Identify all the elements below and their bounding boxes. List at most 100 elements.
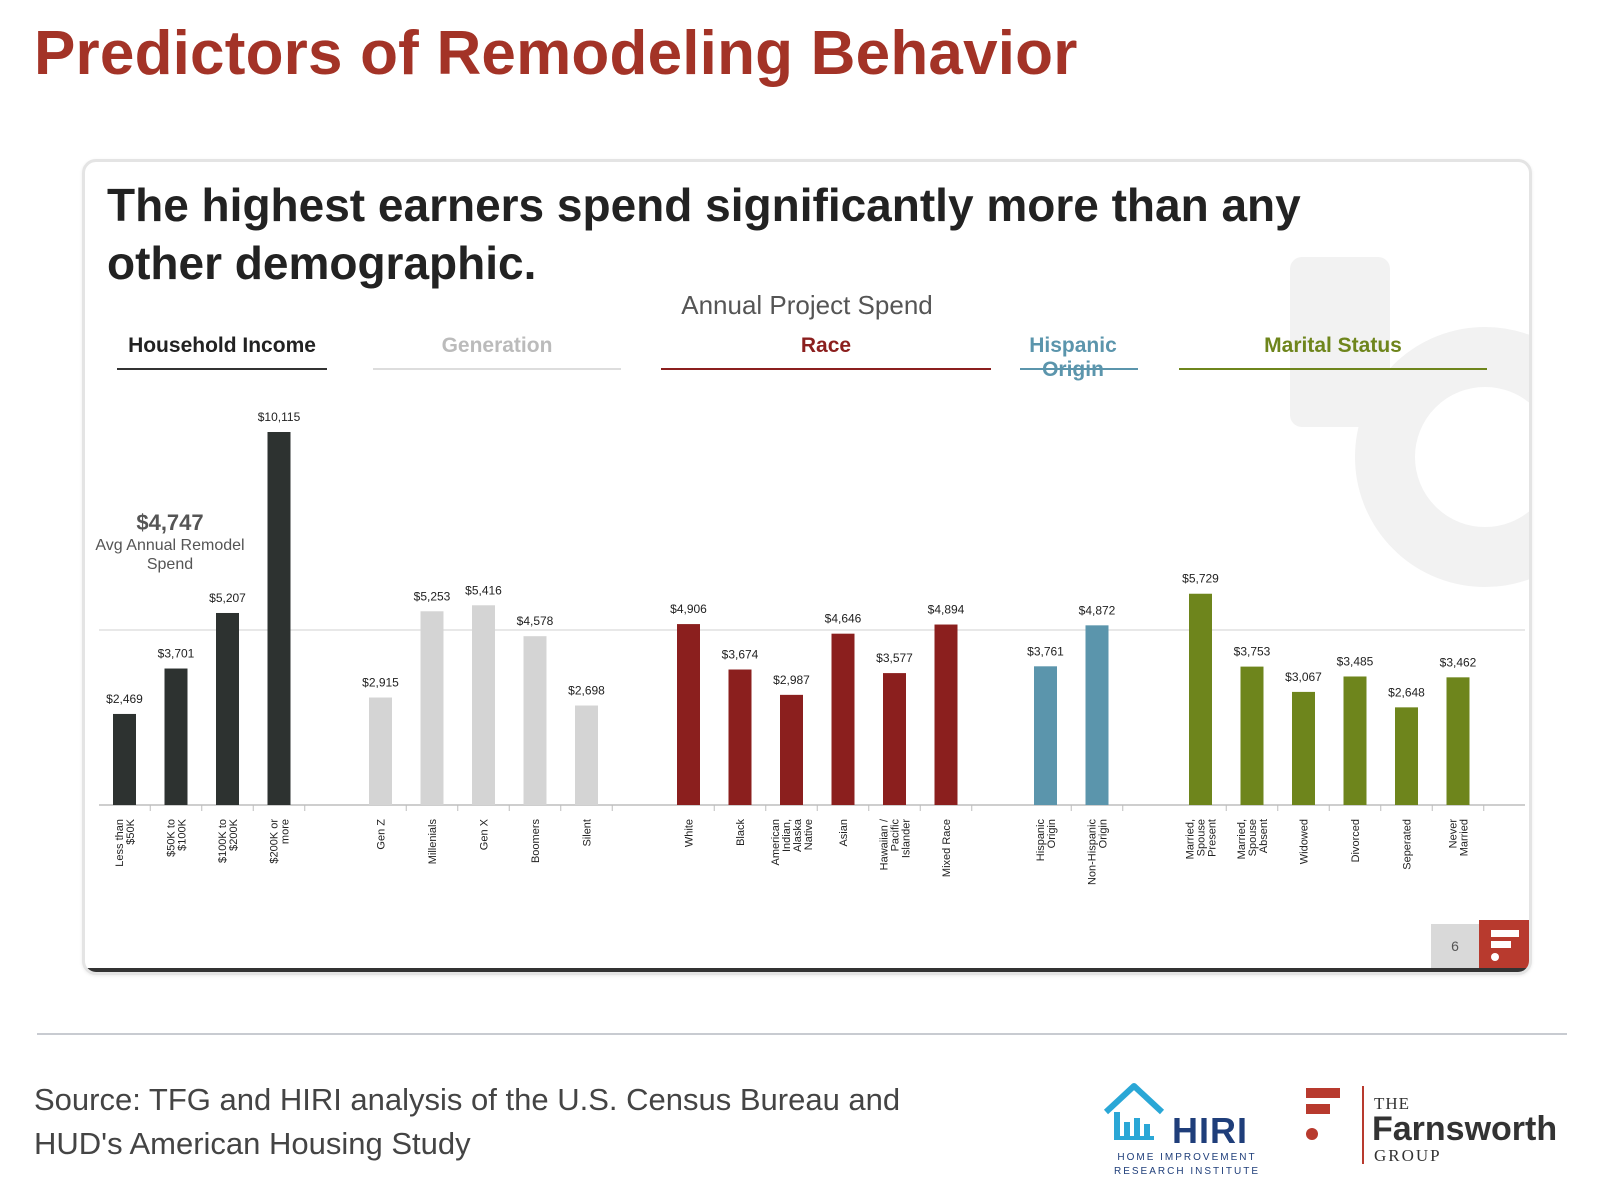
- category-label-household-income-2: $50K to $100K: [166, 818, 189, 857]
- category-label-race-6: Mixed Race: [941, 819, 953, 877]
- bar-marital-status-2: [1240, 666, 1264, 805]
- category-label-line: Islander: [901, 819, 913, 858]
- footer-divider: [37, 1033, 1567, 1035]
- bar-race-4: [831, 633, 855, 805]
- bar-generation-2: [420, 611, 444, 805]
- category-label-household-income-1: Less than $50K: [114, 818, 137, 866]
- farnsworth-divider: [1362, 1086, 1364, 1164]
- bar-household-income-3: [216, 612, 239, 805]
- data-label-marital-status-3: $3,067: [1285, 670, 1322, 684]
- category-label-line: Millenials: [427, 819, 439, 865]
- category-label-generation-4: Boomers: [530, 819, 542, 864]
- card-bottom-border: [85, 968, 1529, 972]
- category-label-race-1: White: [684, 819, 696, 847]
- category-label-line: Absent: [1258, 819, 1270, 853]
- category-label-line: more: [280, 819, 292, 844]
- category-label-line: $50K: [125, 818, 137, 844]
- category-label-line: Non-Hispanic: [1087, 819, 1099, 886]
- category-label-line: Married,: [1185, 819, 1197, 859]
- data-label-race-6: $4,894: [928, 603, 965, 617]
- chart-title: Annual Project Spend: [681, 290, 933, 320]
- category-label-line: Spouse: [1196, 819, 1208, 856]
- bar-household-income-1: [113, 713, 136, 805]
- farnsworth-group: GROUP: [1374, 1146, 1442, 1165]
- category-label-line: $200K or: [269, 819, 281, 864]
- category-label-hispanic-origin-1: Hispanic Origin: [1035, 819, 1058, 862]
- group-header-generation: Generation: [441, 334, 553, 357]
- bar-race-6: [934, 624, 958, 805]
- category-label-line: Gen Z: [376, 819, 388, 850]
- group-header-marital-status: Marital Status: [1264, 334, 1402, 357]
- group-rule-household-income: [117, 368, 327, 370]
- bar-marital-status-3: [1292, 691, 1315, 805]
- group-header-race: Race: [800, 334, 852, 357]
- category-label-line: Asian: [838, 819, 850, 847]
- data-label-race-3: $2,987: [773, 673, 810, 687]
- data-label-generation-4: $4,578: [517, 614, 554, 628]
- bar-hispanic-origin-1: [1034, 666, 1057, 805]
- bar-generation-1: [369, 697, 392, 805]
- category-label-household-income-3: $100K to $200K: [217, 818, 240, 863]
- category-label-line: American: [770, 819, 782, 865]
- category-label-line: $100K: [177, 818, 189, 850]
- category-label-line: Spouse: [1247, 819, 1259, 856]
- bar-race-5: [883, 673, 906, 805]
- brand-logo-icon: [1479, 920, 1529, 968]
- data-label-race-5: $3,577: [876, 651, 913, 665]
- farnsworth-name: Farnsworth: [1372, 1110, 1558, 1148]
- data-label-household-income-3: $5,207: [209, 591, 246, 605]
- bar-household-income-4: [267, 432, 291, 805]
- category-label-line: Never: [1448, 819, 1460, 849]
- hiri-logo: HIRI HOME IMPROVEMENT RESEARCH INSTITUTE: [1100, 1078, 1260, 1178]
- category-label-line: Native: [803, 819, 815, 850]
- category-label-race-2: Black: [735, 819, 747, 846]
- category-label-marital-status-2: Married, Spouse Absent: [1236, 819, 1270, 859]
- data-label-generation-1: $2,915: [362, 676, 399, 690]
- data-label-household-income-2: $3,701: [158, 647, 195, 661]
- hiri-logo-text: HIRI: [1172, 1110, 1248, 1151]
- data-label-generation-3: $5,416: [465, 583, 502, 597]
- group-rule-generation: [373, 368, 621, 370]
- category-label-line: Divorced: [1350, 819, 1362, 862]
- bar-race-3: [780, 694, 803, 805]
- data-label-household-income-1: $2,469: [106, 692, 143, 706]
- average-value: $4,747: [136, 510, 204, 535]
- data-label-race-2: $3,674: [722, 648, 759, 662]
- data-label-marital-status-6: $3,462: [1440, 655, 1477, 669]
- average-label: Avg Annual Remodel Spend: [95, 537, 245, 573]
- data-label-marital-status-4: $3,485: [1337, 654, 1374, 668]
- category-label-marital-status-4: Divorced: [1350, 819, 1362, 862]
- category-label-line: Indian,: [781, 819, 793, 852]
- category-label-generation-5: Silent: [582, 819, 594, 847]
- category-label-marital-status-6: Never Married: [1448, 819, 1471, 857]
- data-label-marital-status-1: $5,729: [1182, 572, 1219, 586]
- category-label-line: Widowed: [1299, 819, 1311, 864]
- bar-race-1: [677, 624, 700, 805]
- category-label-line: Origin: [1046, 819, 1058, 848]
- bar-generation-4: [523, 636, 547, 805]
- group-rule-marital-status: [1179, 368, 1487, 370]
- category-label-race-3: American Indian, Alaska Native: [770, 818, 815, 865]
- bar-generation-5: [575, 705, 598, 805]
- bar-race-2: [728, 669, 752, 805]
- house-icon: [1103, 1083, 1165, 1140]
- group-header-household-income: Household Income: [128, 334, 316, 357]
- farnsworth-the: THE: [1374, 1094, 1411, 1113]
- bar-marital-status-4: [1343, 676, 1367, 805]
- data-label-hispanic-origin-1: $3,761: [1027, 644, 1064, 658]
- category-label-marital-status-5: Seperated: [1402, 819, 1414, 870]
- source-note: Source: TFG and HIRI analysis of the U.S…: [34, 1082, 901, 1161]
- category-label-generation-2: Millenials: [427, 819, 439, 865]
- category-label-hispanic-origin-2: Non-Hispanic Origin: [1087, 819, 1110, 886]
- category-label-generation-3: Gen X: [479, 818, 491, 850]
- data-label-race-4: $4,646: [825, 612, 862, 626]
- category-label-line: Gen X: [479, 818, 491, 850]
- category-label-line: Hawaiian /: [879, 818, 891, 870]
- chart-headline: The highest earners spend significantly …: [107, 179, 1301, 289]
- data-label-marital-status-2: $3,753: [1234, 645, 1271, 659]
- category-label-race-5: Hawaiian / Pacific Islander: [879, 818, 913, 870]
- category-label-line: $200K: [228, 818, 240, 850]
- category-label-line: Mixed Race: [941, 819, 953, 877]
- category-label-marital-status-3: Widowed: [1299, 819, 1311, 864]
- data-label-generation-5: $2,698: [568, 684, 605, 698]
